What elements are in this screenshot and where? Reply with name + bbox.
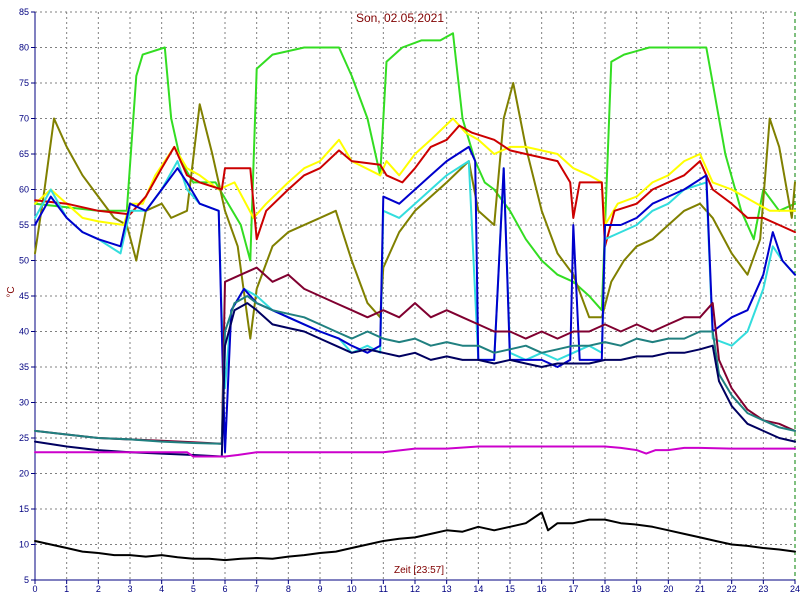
chart-title: Son, 02.05.2021 [356, 11, 444, 25]
x-tick-label: 6 [222, 584, 227, 594]
y-tick-label: 15 [19, 504, 29, 514]
x-tick-label: 14 [473, 584, 483, 594]
x-tick-label: 24 [790, 584, 800, 594]
series-group [34, 32, 796, 562]
x-tick-label: 3 [127, 584, 132, 594]
x-tick-label: 9 [317, 584, 322, 594]
y-tick-label: 75 [19, 78, 29, 88]
x-tick-label: 4 [159, 584, 164, 594]
y-tick-label: 60 [19, 185, 29, 195]
x-axis-label: Zeit [23:57] [394, 565, 444, 576]
x-tick-label: 21 [695, 584, 705, 594]
x-tick-label: 12 [410, 584, 420, 594]
y-tick-label: 55 [19, 220, 29, 230]
x-tick-label: 17 [568, 584, 578, 594]
x-tick-label: 13 [442, 584, 452, 594]
x-tick-label: 0 [32, 584, 37, 594]
series-line-10 [34, 445, 796, 458]
y-tick-label: 45 [19, 291, 29, 301]
x-tick-label: 7 [254, 584, 259, 594]
series-line-6 [34, 145, 796, 454]
x-tick-label: 1 [64, 584, 69, 594]
x-tick-label: 10 [347, 584, 357, 594]
y-tick-label: 65 [19, 149, 29, 159]
series-line-11 [34, 511, 796, 562]
series-line-5 [34, 160, 796, 390]
series-line-4 [34, 124, 796, 248]
y-tick-label: 35 [19, 362, 29, 372]
y-tick-label: 20 [19, 469, 29, 479]
y-tick-label: 80 [19, 43, 29, 53]
x-tick-label: 8 [286, 584, 291, 594]
x-tick-label: 16 [537, 584, 547, 594]
tick-labels: 0 1 2 3 4 5 6 7 8 9 10 11 12 13 14 15 16 17 18 19 20 21 22 23 24… [19, 7, 800, 594]
series-line-9 [34, 302, 796, 458]
x-tick-label: 11 [379, 584, 388, 594]
y-axis-label: °C [6, 286, 17, 297]
series-line-2 [34, 82, 796, 340]
y-tick-label: 50 [19, 256, 29, 266]
x-tick-label: 23 [758, 584, 768, 594]
x-tick-label: 5 [191, 584, 196, 594]
y-tick-label: 40 [19, 327, 29, 337]
y-tick-label: 70 [19, 114, 29, 124]
y-tick-label: 85 [19, 7, 29, 17]
x-tick-label: 20 [663, 584, 673, 594]
x-tick-label: 15 [505, 584, 515, 594]
y-tick-label: 25 [19, 433, 29, 443]
series-line-8 [34, 295, 796, 445]
x-tick-label: 18 [600, 584, 610, 594]
axes [31, 11, 796, 584]
y-tick-label: 10 [19, 540, 29, 550]
x-tick-label: 22 [727, 584, 737, 594]
y-tick-label: 30 [19, 398, 29, 408]
series-line-3 [34, 117, 796, 226]
y-tick-label: 5 [24, 575, 29, 585]
series-line-7 [34, 266, 796, 445]
grid-lines [35, 11, 795, 580]
x-tick-label: 2 [96, 584, 101, 594]
x-tick-label: 19 [632, 584, 642, 594]
